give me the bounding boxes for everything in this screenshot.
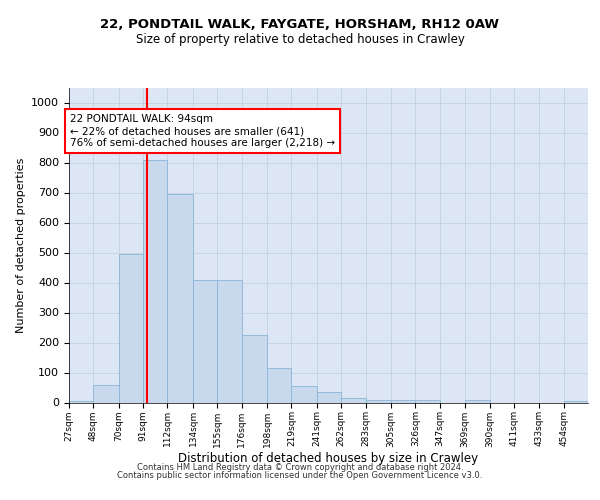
Text: Size of property relative to detached houses in Crawley: Size of property relative to detached ho… [136,32,464,46]
Bar [167,194,193,402]
Bar [391,400,415,402]
Bar [69,401,94,402]
Bar [465,400,490,402]
Text: 22, PONDTAIL WALK, FAYGATE, HORSHAM, RH12 0AW: 22, PONDTAIL WALK, FAYGATE, HORSHAM, RH1… [101,18,499,30]
Bar [143,160,167,402]
Bar [217,280,242,402]
Bar [365,400,391,402]
Text: 22 PONDTAIL WALK: 94sqm
← 22% of detached houses are smaller (641)
76% of semi-d: 22 PONDTAIL WALK: 94sqm ← 22% of detache… [70,114,335,148]
Bar [193,280,217,402]
Bar [242,335,267,402]
Bar [341,398,365,402]
Bar [94,384,119,402]
Bar [563,401,588,402]
Bar [292,386,317,402]
Bar [267,368,292,402]
Bar [415,400,440,402]
Bar [317,392,341,402]
Bar [119,254,143,402]
Text: Contains HM Land Registry data © Crown copyright and database right 2024.: Contains HM Land Registry data © Crown c… [137,463,463,472]
X-axis label: Distribution of detached houses by size in Crawley: Distribution of detached houses by size … [178,452,479,465]
Text: Contains public sector information licensed under the Open Government Licence v3: Contains public sector information licen… [118,472,482,480]
Y-axis label: Number of detached properties: Number of detached properties [16,158,26,332]
